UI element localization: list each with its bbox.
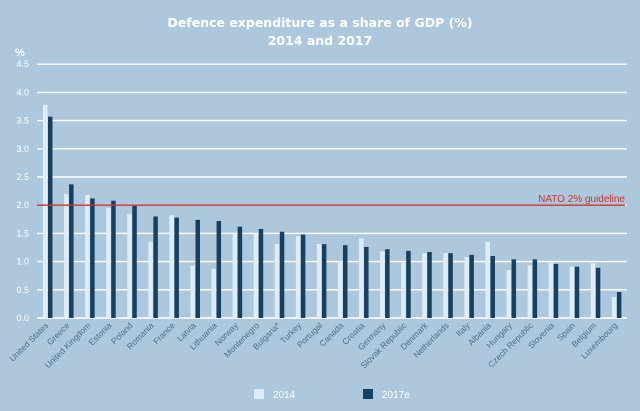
bar-2017e-estonia: [111, 200, 116, 318]
bar-2014-lithuania: [211, 268, 217, 318]
bar-2017e-lithuania: [216, 220, 222, 318]
y-tick-label: 3.0: [16, 144, 29, 154]
y-tick-label: 4.5: [16, 59, 29, 69]
bar-2017e-spain: [574, 266, 580, 318]
y-tick-label: 1.5: [16, 228, 29, 238]
chart-subtitle: 2014 and 2017: [268, 33, 373, 48]
bar-2017e-denmark: [427, 252, 432, 318]
bar-2014-hungary: [506, 270, 512, 318]
bar-2014-turkey: [295, 236, 301, 318]
bar-2014-italy: [464, 257, 469, 318]
bar-2017e-united-states: [48, 116, 53, 318]
bar-2014-netherlands: [443, 253, 448, 318]
bar-2014-portugal: [316, 244, 322, 318]
bar-2014-montenegro: [253, 233, 259, 318]
bar-2017e-greece: [69, 184, 74, 318]
bar-2014-slovenia: [548, 262, 554, 318]
bar-2017e-norway: [237, 226, 243, 318]
y-tick-label: 0.5: [16, 285, 29, 295]
y-tick-label: 1.0: [16, 257, 29, 267]
bar-2017e-united-kingdom: [90, 198, 95, 318]
bar-2017e-hungary: [511, 259, 517, 318]
x-tick-label: Canada: [317, 320, 345, 348]
bar-2017e-latvia: [195, 219, 200, 318]
bar-2017e-slovenia: [553, 263, 559, 318]
y-tick-label: 3.5: [16, 116, 29, 126]
bar-2017e-portugal: [321, 244, 327, 318]
x-tick-label: United States: [7, 320, 50, 363]
bar-2017e-germany: [385, 249, 390, 318]
bar-2014-spain: [569, 266, 575, 318]
bar-2014-estonia: [106, 208, 111, 318]
bar-2014-greece: [64, 193, 69, 318]
y-tick-labels: 0.0 0.5 1.0 1.5 2.0 2.5 3.0 3.5 4.0 4.5: [16, 59, 29, 323]
legend-swatch-2017e: [363, 389, 373, 399]
bar-2017e-luxembourg: [616, 292, 622, 318]
bar-2014-united-states: [43, 104, 48, 318]
bar-2017e-italy: [469, 254, 474, 318]
bar-2014-poland: [127, 214, 132, 318]
bar-2014-france: [169, 215, 174, 318]
y-tick-label: 4.0: [16, 87, 29, 97]
bar-2014-germany: [380, 251, 385, 318]
legend-swatch-2014: [254, 389, 264, 399]
bar-2014-albania: [485, 241, 490, 318]
bar-2017e-bulgaria-: [279, 231, 285, 318]
y-axis-label: %: [15, 47, 25, 59]
bar-2014-croatia: [359, 238, 364, 318]
x-tick-label: France: [151, 320, 177, 346]
bar-2017e-netherlands: [448, 253, 453, 318]
legend-label-2017e: 2017e: [382, 390, 410, 401]
bar-2017e-poland: [132, 205, 137, 318]
gridlines: [37, 63, 627, 319]
bar-2014-canada: [337, 261, 343, 318]
bar-2014-romania: [148, 241, 153, 318]
bar-2014-united-kingdom: [85, 195, 90, 318]
bar-2017e-france: [174, 217, 179, 318]
bar-2014-czech-republic: [527, 265, 533, 318]
legend: 2014 2017e: [254, 389, 410, 401]
bars: [43, 104, 622, 318]
bar-2017e-turkey: [300, 234, 306, 318]
bar-2014-belgium: [590, 263, 596, 318]
y-tick-label: 2.0: [16, 200, 29, 210]
bar-2014-bulgaria-: [274, 244, 280, 318]
bar-2017e-romania: [153, 216, 158, 318]
legend-label-2014: 2014: [273, 390, 296, 401]
reference-line-label: NATO 2% guideline: [538, 194, 625, 205]
bar-2017e-belgium: [595, 267, 601, 318]
y-tick-label: 2.5: [16, 172, 29, 182]
x-tick-label: Estonia: [87, 320, 114, 347]
bar-2017e-montenegro: [258, 228, 264, 318]
bar-2014-slovak-republic: [401, 262, 406, 318]
bar-2014-denmark: [422, 253, 427, 318]
bar-2014-latvia: [190, 265, 195, 318]
reference-line-group: NATO 2% guideline: [37, 194, 625, 206]
y-tick-label: 0.0: [16, 313, 29, 323]
bar-2017e-albania: [490, 255, 495, 318]
chart-title: Defence expenditure as a share of GDP (%…: [167, 15, 472, 30]
bar-2017e-czech-republic: [532, 259, 538, 318]
bar-2014-luxembourg: [611, 297, 617, 318]
bar-2014-norway: [232, 233, 238, 318]
bar-2017e-croatia: [364, 246, 369, 318]
bar-2017e-slovak-republic: [406, 250, 411, 318]
bar-2017e-canada: [342, 245, 348, 318]
